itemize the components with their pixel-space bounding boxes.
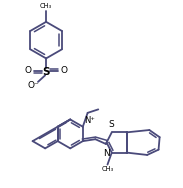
Text: O: O: [25, 66, 32, 75]
Text: N⁺: N⁺: [84, 116, 95, 125]
Text: CH₃: CH₃: [101, 166, 114, 172]
Text: O⁻: O⁻: [28, 81, 39, 90]
Text: S: S: [109, 120, 115, 129]
Text: S: S: [42, 67, 50, 77]
Text: CH₃: CH₃: [40, 3, 52, 9]
Text: O: O: [61, 66, 68, 75]
Text: N: N: [103, 149, 110, 158]
